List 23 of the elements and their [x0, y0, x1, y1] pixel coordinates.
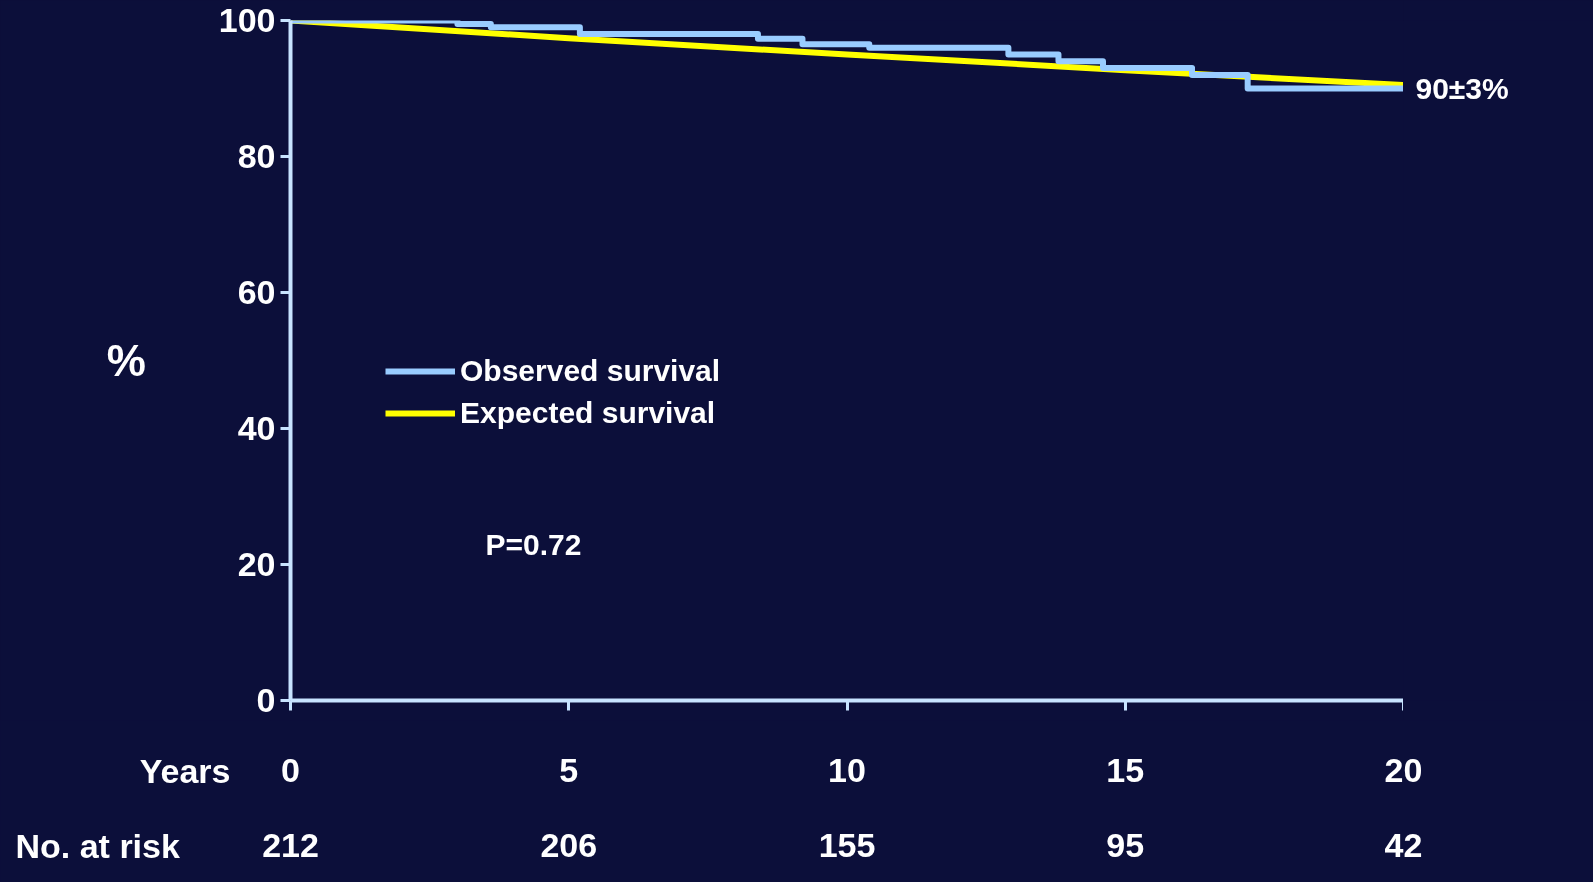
x-tick-label: 0	[281, 751, 300, 789]
y-tick-label: 20	[237, 545, 276, 583]
legend-label: Expected survival	[460, 396, 716, 430]
text: 155	[818, 826, 876, 864]
text: 95	[1106, 826, 1145, 864]
y-tick-label: 60	[237, 273, 276, 311]
x-tick-label: 10	[828, 751, 866, 789]
y-axis-title: %	[106, 336, 146, 385]
x-axis-title: Years	[139, 751, 231, 790]
text: 212	[262, 826, 319, 864]
x-tick-label: 5	[559, 751, 579, 789]
annotation: 90±3%	[1415, 72, 1509, 105]
text: 206	[540, 826, 598, 864]
y-tick-label: 100	[218, 1, 276, 39]
x-tick-label: 20	[1384, 751, 1423, 789]
y-tick-label: 0	[256, 681, 276, 719]
legend-label: Observed survival	[460, 354, 721, 388]
x-tick-label: 15	[1106, 751, 1145, 789]
text: 42	[1384, 826, 1423, 864]
annotation: P=0.72	[485, 527, 582, 561]
y-tick-label: 40	[237, 409, 276, 447]
y-tick-label: 80	[237, 137, 276, 175]
text: No. at risk	[15, 826, 180, 865]
